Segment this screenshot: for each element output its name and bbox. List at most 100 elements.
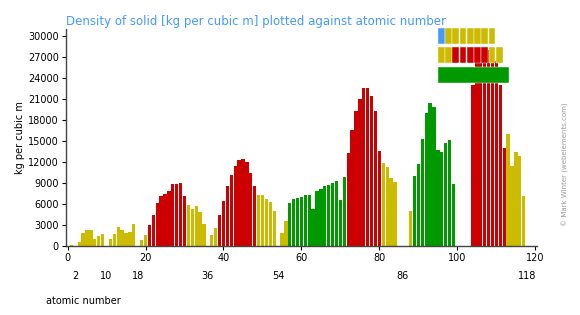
Bar: [93, 239, 96, 246]
Bar: [234, 166, 237, 246]
Bar: [474, 47, 481, 63]
Bar: [316, 191, 318, 246]
Bar: [300, 197, 303, 246]
Bar: [483, 57, 487, 246]
Text: 18: 18: [132, 271, 144, 281]
Bar: [438, 67, 509, 83]
Bar: [148, 225, 151, 246]
Bar: [292, 199, 295, 246]
Bar: [78, 242, 81, 246]
Bar: [183, 196, 186, 246]
Bar: [175, 184, 179, 246]
Bar: [438, 47, 445, 63]
Bar: [269, 203, 272, 246]
Bar: [506, 134, 510, 246]
Bar: [89, 230, 93, 246]
Bar: [230, 175, 233, 246]
Bar: [288, 203, 291, 246]
Bar: [304, 195, 307, 246]
Bar: [311, 209, 315, 246]
Bar: [194, 206, 198, 246]
Bar: [438, 28, 445, 44]
Bar: [264, 199, 268, 246]
Bar: [481, 28, 488, 44]
Bar: [436, 151, 440, 246]
Text: 2: 2: [72, 271, 78, 281]
Bar: [261, 195, 264, 246]
Text: Density of solid [kg per cubic m] plotted against atomic number: Density of solid [kg per cubic m] plotte…: [66, 15, 445, 28]
Bar: [374, 111, 377, 246]
Bar: [273, 211, 276, 246]
Bar: [218, 215, 221, 246]
Bar: [510, 166, 514, 246]
Bar: [354, 112, 358, 246]
Bar: [429, 103, 432, 246]
Bar: [257, 195, 260, 246]
Bar: [393, 182, 397, 246]
Bar: [307, 195, 311, 246]
Bar: [347, 153, 350, 246]
Bar: [140, 240, 143, 246]
Bar: [472, 85, 474, 246]
Bar: [226, 186, 229, 246]
Text: 86: 86: [397, 271, 409, 281]
Bar: [522, 196, 525, 246]
Bar: [389, 178, 393, 246]
Bar: [113, 234, 116, 246]
Bar: [160, 196, 163, 246]
Bar: [487, 50, 490, 246]
Bar: [171, 184, 175, 246]
Bar: [459, 28, 466, 44]
Bar: [491, 54, 494, 246]
Bar: [121, 230, 124, 246]
Text: 10: 10: [100, 271, 113, 281]
Bar: [413, 176, 416, 246]
Bar: [495, 61, 498, 246]
Bar: [222, 201, 225, 246]
Bar: [117, 227, 120, 246]
Bar: [327, 185, 331, 246]
Bar: [214, 228, 218, 246]
Bar: [167, 191, 171, 246]
Bar: [514, 152, 517, 246]
Bar: [452, 47, 459, 63]
Bar: [518, 156, 521, 246]
Bar: [85, 230, 89, 246]
Bar: [109, 239, 112, 246]
Bar: [370, 96, 374, 246]
Bar: [284, 221, 288, 246]
Bar: [488, 28, 495, 44]
Bar: [296, 198, 299, 246]
Bar: [467, 47, 474, 63]
Bar: [425, 113, 428, 246]
Bar: [198, 212, 202, 246]
Bar: [70, 245, 73, 246]
Bar: [97, 236, 100, 246]
Text: 118: 118: [519, 271, 536, 281]
Bar: [132, 224, 136, 246]
Bar: [323, 186, 327, 246]
Bar: [467, 28, 474, 44]
Bar: [245, 162, 249, 246]
Bar: [339, 200, 342, 246]
Bar: [191, 209, 194, 246]
Bar: [440, 152, 444, 246]
Bar: [358, 99, 361, 246]
Bar: [479, 61, 483, 246]
Text: © Mark Winter (webelements.com): © Mark Winter (webelements.com): [562, 102, 569, 226]
Bar: [481, 47, 488, 63]
Text: 36: 36: [202, 271, 214, 281]
Bar: [164, 194, 166, 246]
Text: 54: 54: [272, 271, 284, 281]
Bar: [452, 184, 455, 246]
Bar: [151, 215, 155, 246]
Bar: [253, 186, 256, 246]
Bar: [128, 232, 132, 246]
Bar: [444, 143, 447, 246]
Bar: [241, 159, 245, 246]
Bar: [124, 233, 128, 246]
Bar: [350, 129, 354, 246]
Bar: [474, 28, 481, 44]
Bar: [445, 47, 452, 63]
Bar: [343, 177, 346, 246]
